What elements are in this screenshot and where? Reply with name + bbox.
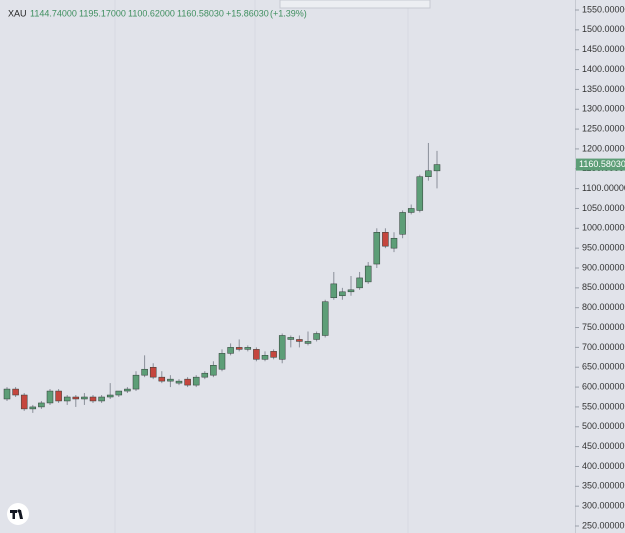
candle-body <box>72 396 80 400</box>
candle-body <box>201 372 209 378</box>
candle-body <box>313 333 320 340</box>
candle-body <box>46 390 54 404</box>
high: 1195.17000 <box>79 8 126 18</box>
y-tick-label: 850.00000 <box>582 282 625 292</box>
candle-body <box>399 212 406 235</box>
y-tick-label: 250.00000 <box>582 520 625 530</box>
candle-body <box>356 277 363 289</box>
change-pct: (+1.39%) <box>270 8 307 18</box>
candle-body <box>63 396 71 402</box>
candle-body <box>192 376 200 386</box>
logo-shape <box>12 510 15 519</box>
candle-body <box>244 347 252 350</box>
logo-circle <box>7 503 29 525</box>
candle-body <box>89 396 97 402</box>
candle-body <box>433 164 441 172</box>
candle-body <box>106 394 114 398</box>
y-tick-label: 1100.00000 <box>582 183 625 193</box>
candle-body <box>347 289 355 293</box>
candle-body <box>98 396 105 402</box>
candle-body <box>261 355 269 360</box>
symbol: XAU <box>8 8 27 18</box>
last-price-label: 1160.58030 <box>579 159 625 169</box>
close: 1160.58030 <box>177 8 224 18</box>
candle-body <box>304 341 312 344</box>
y-tick-label: 1350.00000 <box>582 84 625 94</box>
y-tick-label: 500.00000 <box>582 421 625 431</box>
candle-body <box>132 374 140 390</box>
y-tick-label: 1400.00000 <box>582 64 625 74</box>
candle-body <box>287 337 295 340</box>
candle-body <box>373 232 381 265</box>
candle-body <box>158 376 166 382</box>
candle-body <box>149 366 157 378</box>
y-tick-label: 800.00000 <box>582 302 625 312</box>
y-tick-label: 1000.00000 <box>582 223 625 233</box>
candle-body <box>12 388 19 396</box>
y-tick-label: 300.00000 <box>582 501 625 511</box>
candle-body <box>416 176 424 211</box>
candle-body <box>296 339 303 342</box>
candle-body <box>175 380 183 384</box>
candle-body <box>339 291 346 297</box>
y-tick-label: 1300.00000 <box>582 104 625 114</box>
candle-body <box>115 390 123 396</box>
y-tick-label: 1250.00000 <box>582 123 625 133</box>
candle-body <box>270 351 277 358</box>
logo-shape <box>17 509 21 513</box>
toolbar-stub <box>279 0 431 9</box>
candle-body <box>81 396 88 400</box>
last-price-box <box>576 158 625 171</box>
logo <box>7 503 29 525</box>
y-tick-label: 900.00000 <box>582 262 625 272</box>
candle-body <box>20 394 28 410</box>
y-tick-label: 1450.00000 <box>582 44 625 54</box>
candle-body <box>55 390 62 402</box>
y-tick-label: 950.00000 <box>582 243 625 253</box>
y-tick-label: 650.00000 <box>582 362 625 372</box>
change: +15.86030 <box>226 8 269 18</box>
candle-body <box>253 349 260 360</box>
candle-body <box>278 335 286 360</box>
open: 1144.74000 <box>30 8 77 18</box>
candle-body <box>407 208 415 213</box>
candle-body <box>235 347 243 350</box>
candle-body <box>29 406 37 410</box>
y-tick-label: 600.00000 <box>582 381 625 391</box>
y-tick-label: 750.00000 <box>582 322 625 332</box>
candle-body <box>425 170 432 177</box>
chart-legend: XAU 1144.74000 1195.17000 1100.62000 116… <box>8 8 307 18</box>
candle-body <box>227 347 234 354</box>
candle-body <box>210 364 217 376</box>
candle-body <box>141 368 148 376</box>
y-tick-label: 700.00000 <box>582 342 625 352</box>
y-tick-label: 1050.00000 <box>582 203 625 213</box>
y-tick-label: 550.00000 <box>582 401 625 411</box>
candle-body <box>382 232 389 247</box>
candle-body <box>390 237 398 249</box>
y-tick-label: 450.00000 <box>582 441 625 451</box>
y-tick-label: 1550.00000 <box>582 4 625 14</box>
y-tick-label: 1200.00000 <box>582 143 625 153</box>
candle-body <box>330 283 338 299</box>
candle-body <box>218 353 226 370</box>
y-tick-label: 1500.00000 <box>582 24 625 34</box>
candle-body <box>321 301 329 336</box>
candle-body <box>184 378 191 386</box>
candle-body <box>124 388 131 392</box>
y-tick-label: 400.00000 <box>582 461 625 471</box>
y-tick-label: 350.00000 <box>582 481 625 491</box>
candle-body <box>38 402 45 408</box>
low: 1100.62000 <box>128 8 175 18</box>
candle-body <box>364 265 372 283</box>
candle-body <box>167 378 174 382</box>
candle-body <box>3 388 11 400</box>
